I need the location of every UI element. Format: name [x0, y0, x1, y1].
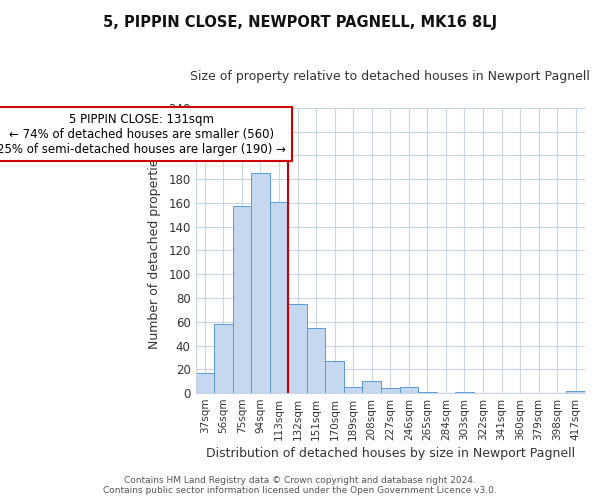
Bar	[344, 387, 362, 393]
Bar	[288, 304, 307, 393]
Bar	[400, 387, 418, 393]
Bar	[381, 388, 400, 393]
Bar	[566, 390, 585, 393]
Bar	[362, 381, 381, 393]
Bar	[251, 173, 269, 393]
Bar	[325, 361, 344, 393]
Bar	[307, 328, 325, 393]
Text: Contains HM Land Registry data © Crown copyright and database right 2024.
Contai: Contains HM Land Registry data © Crown c…	[103, 476, 497, 495]
Text: 5 PIPPIN CLOSE: 131sqm
← 74% of detached houses are smaller (560)
25% of semi-de: 5 PIPPIN CLOSE: 131sqm ← 74% of detached…	[0, 112, 286, 156]
Bar	[196, 373, 214, 393]
Y-axis label: Number of detached properties: Number of detached properties	[148, 152, 161, 349]
Bar	[455, 392, 474, 393]
Title: Size of property relative to detached houses in Newport Pagnell: Size of property relative to detached ho…	[190, 70, 590, 83]
Bar	[269, 202, 288, 393]
Bar	[214, 324, 233, 393]
Bar	[233, 206, 251, 393]
Bar	[418, 392, 437, 393]
Text: 5, PIPPIN CLOSE, NEWPORT PAGNELL, MK16 8LJ: 5, PIPPIN CLOSE, NEWPORT PAGNELL, MK16 8…	[103, 15, 497, 30]
X-axis label: Distribution of detached houses by size in Newport Pagnell: Distribution of detached houses by size …	[206, 447, 575, 460]
